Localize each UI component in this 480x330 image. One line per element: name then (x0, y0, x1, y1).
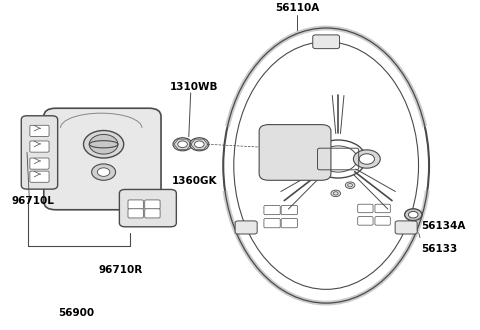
Circle shape (178, 141, 187, 148)
FancyBboxPatch shape (30, 141, 49, 152)
Circle shape (405, 209, 422, 220)
FancyBboxPatch shape (395, 221, 417, 234)
Circle shape (84, 130, 124, 158)
Circle shape (359, 154, 374, 164)
Text: 56900: 56900 (58, 308, 95, 318)
Circle shape (353, 150, 380, 168)
Circle shape (331, 190, 340, 197)
Circle shape (97, 168, 110, 176)
Text: 1310WB: 1310WB (170, 82, 219, 92)
FancyBboxPatch shape (44, 108, 161, 210)
FancyBboxPatch shape (313, 35, 339, 49)
Text: 1360GK: 1360GK (172, 176, 217, 186)
FancyBboxPatch shape (30, 171, 49, 182)
FancyBboxPatch shape (128, 209, 144, 218)
FancyBboxPatch shape (21, 116, 58, 189)
Text: 96710R: 96710R (98, 265, 143, 276)
FancyBboxPatch shape (259, 125, 331, 180)
Circle shape (190, 138, 209, 151)
FancyBboxPatch shape (128, 200, 144, 209)
FancyBboxPatch shape (145, 200, 160, 209)
Circle shape (345, 182, 355, 188)
FancyBboxPatch shape (120, 189, 176, 227)
FancyBboxPatch shape (30, 158, 49, 169)
FancyBboxPatch shape (235, 221, 257, 234)
Text: 96710L: 96710L (11, 196, 54, 206)
Circle shape (92, 164, 116, 180)
Text: 56110A: 56110A (276, 3, 320, 13)
Circle shape (408, 212, 418, 218)
FancyBboxPatch shape (145, 209, 160, 218)
Text: 56134A: 56134A (421, 221, 465, 231)
Text: 56133: 56133 (421, 244, 457, 254)
FancyBboxPatch shape (30, 125, 49, 136)
Circle shape (173, 138, 192, 151)
Circle shape (194, 141, 204, 148)
Circle shape (89, 134, 118, 154)
